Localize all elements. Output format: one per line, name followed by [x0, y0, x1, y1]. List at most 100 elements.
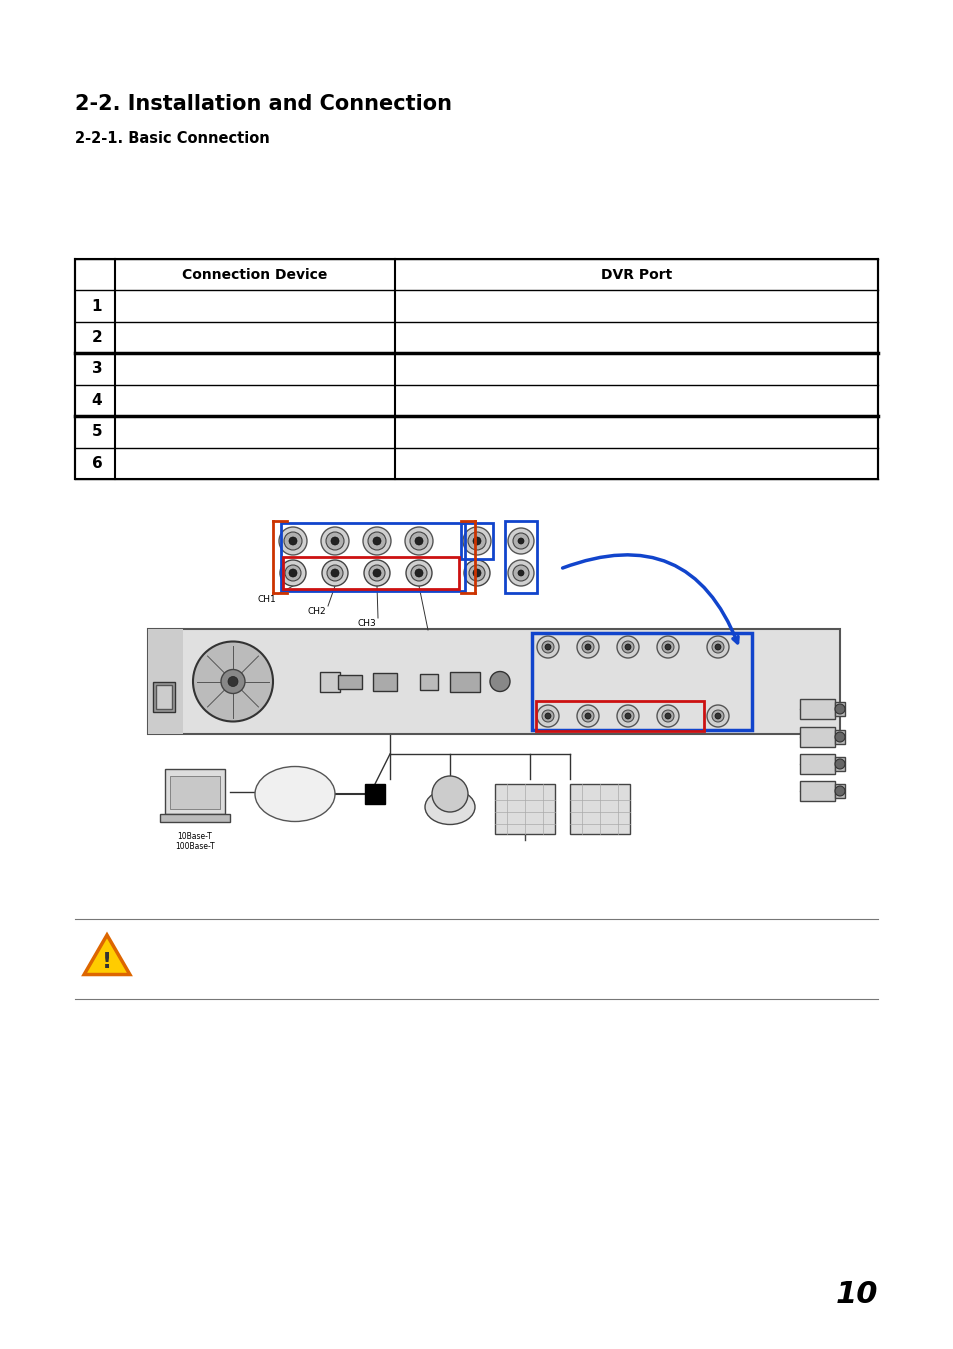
Circle shape: [624, 643, 630, 650]
Circle shape: [714, 714, 720, 719]
Circle shape: [473, 537, 480, 545]
Circle shape: [410, 532, 428, 550]
Text: RS485: RS485: [390, 724, 410, 728]
Bar: [834, 730, 844, 745]
Text: NETWORK: NETWORK: [275, 785, 314, 793]
Circle shape: [706, 635, 728, 658]
Bar: [281, 523, 464, 591]
Circle shape: [280, 560, 306, 585]
Bar: [75, 259, 877, 479]
Circle shape: [221, 669, 245, 693]
Circle shape: [469, 565, 484, 581]
Text: AV: AV: [496, 724, 503, 728]
Text: 6: 6: [91, 456, 102, 471]
Circle shape: [278, 527, 307, 554]
Circle shape: [706, 706, 728, 727]
Circle shape: [544, 714, 551, 719]
Circle shape: [289, 537, 296, 545]
Text: CH4: CH4: [408, 631, 426, 639]
Text: CH1: CH1: [257, 595, 276, 604]
Bar: [532, 633, 751, 730]
Circle shape: [368, 532, 386, 550]
Circle shape: [373, 537, 380, 545]
Circle shape: [406, 560, 432, 585]
Circle shape: [331, 537, 338, 545]
Ellipse shape: [254, 766, 335, 822]
Circle shape: [581, 641, 594, 653]
Circle shape: [541, 710, 554, 722]
Bar: [800, 699, 834, 719]
Bar: [283, 557, 458, 590]
Bar: [160, 813, 230, 822]
Circle shape: [415, 569, 422, 577]
Circle shape: [331, 569, 338, 577]
Text: RS232C: RS232C: [348, 724, 372, 728]
Circle shape: [834, 786, 844, 796]
Circle shape: [834, 704, 844, 714]
Circle shape: [507, 560, 534, 585]
Circle shape: [473, 569, 480, 577]
Text: 10: 10: [835, 1280, 877, 1309]
Circle shape: [462, 527, 491, 554]
Bar: [365, 784, 385, 804]
Circle shape: [490, 672, 510, 692]
Bar: [569, 784, 629, 834]
Circle shape: [468, 532, 485, 550]
Circle shape: [363, 527, 391, 554]
Circle shape: [432, 776, 468, 812]
Circle shape: [289, 569, 296, 577]
Text: CH2: CH2: [308, 607, 326, 616]
Text: CH3: CH3: [621, 728, 633, 734]
Circle shape: [228, 676, 237, 687]
Circle shape: [834, 733, 844, 742]
Bar: [834, 701, 844, 716]
Bar: [148, 629, 183, 734]
Circle shape: [577, 635, 598, 658]
Text: 10Base-T
100Base-T: 10Base-T 100Base-T: [175, 832, 214, 851]
Bar: [800, 754, 834, 774]
Polygon shape: [84, 935, 130, 974]
Circle shape: [664, 643, 670, 650]
Text: CH4: CH4: [661, 728, 673, 734]
Circle shape: [284, 532, 302, 550]
Text: 4: 4: [91, 393, 102, 407]
Circle shape: [415, 537, 422, 545]
Bar: [156, 685, 172, 710]
Circle shape: [517, 571, 523, 576]
Text: CH1: CH1: [541, 728, 553, 734]
Text: !: !: [102, 952, 112, 973]
Bar: [165, 769, 225, 813]
Bar: [800, 781, 834, 801]
Bar: [834, 757, 844, 772]
Circle shape: [711, 710, 723, 722]
Circle shape: [369, 565, 385, 581]
Circle shape: [617, 635, 639, 658]
Circle shape: [513, 533, 529, 549]
Circle shape: [621, 641, 634, 653]
Circle shape: [664, 714, 670, 719]
Circle shape: [657, 635, 679, 658]
Circle shape: [834, 759, 844, 769]
Bar: [337, 674, 361, 688]
Bar: [495, 784, 555, 834]
Text: Connection Device: Connection Device: [182, 267, 327, 282]
Bar: [504, 521, 537, 594]
Circle shape: [405, 527, 433, 554]
Circle shape: [326, 532, 344, 550]
Text: CH1: CH1: [541, 660, 553, 665]
Bar: [148, 629, 840, 734]
Circle shape: [657, 706, 679, 727]
Circle shape: [364, 560, 390, 585]
Text: CH3: CH3: [357, 619, 376, 629]
Circle shape: [584, 643, 590, 650]
Bar: [460, 523, 493, 558]
Text: 5: 5: [91, 425, 102, 440]
Text: CH3: CH3: [621, 660, 633, 665]
Bar: [319, 672, 339, 692]
Circle shape: [537, 635, 558, 658]
Circle shape: [577, 706, 598, 727]
Bar: [450, 672, 479, 692]
Circle shape: [507, 527, 534, 554]
Text: 2: 2: [91, 331, 102, 345]
Bar: [800, 727, 834, 747]
